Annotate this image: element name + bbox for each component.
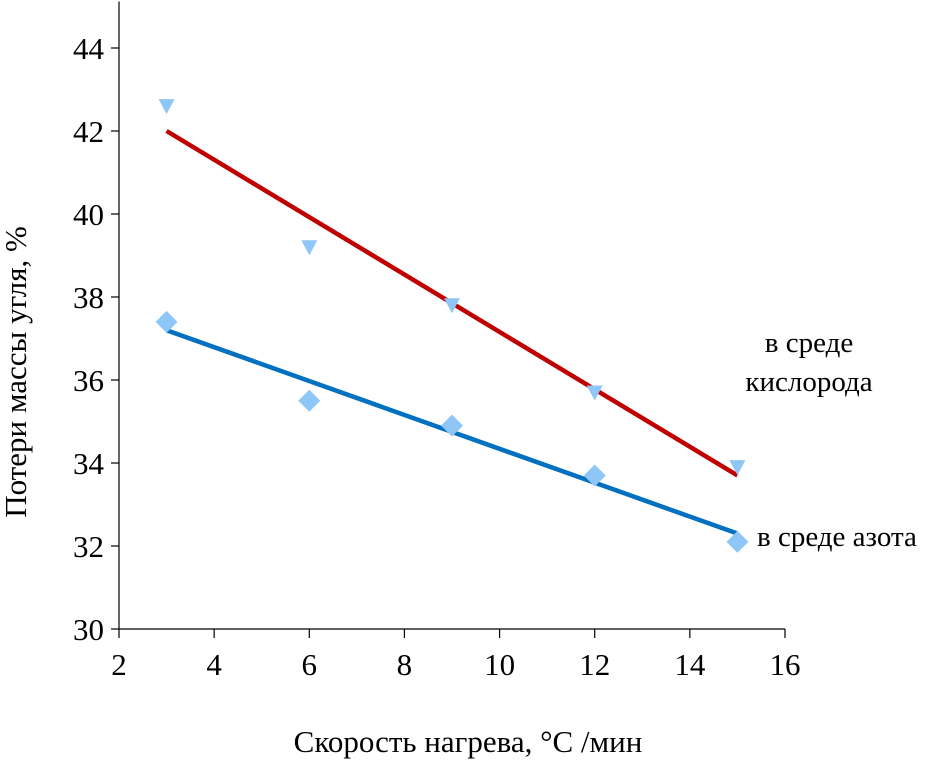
trend-lines (165, 129, 739, 536)
y-axis-title: Потери массы угля, % (0, 226, 33, 518)
data-point-triangle-down (158, 99, 175, 115)
data-point-triangle-down (729, 460, 746, 476)
annotation-oxygen-line-2: кислорода (745, 366, 872, 398)
x-axis-title: Скорость нагрева, °C /мин (294, 724, 643, 759)
y-tick-label: 38 (73, 280, 104, 315)
annotations: в среде кислорода в среде азота (745, 327, 917, 553)
data-point-diamond (441, 414, 463, 437)
y-tick-label: 40 (73, 197, 104, 232)
y-tick-label: 34 (73, 446, 105, 481)
data-point-triangle-down (301, 240, 318, 256)
x-tick-label: 2 (111, 647, 127, 682)
data-point-diamond (298, 389, 321, 412)
y-tick-label: 36 (73, 363, 104, 398)
y-tick-label: 32 (73, 529, 104, 564)
x-tick-label: 14 (674, 647, 706, 682)
x-ticks: 2 4 6 8 10 12 14 16 (111, 629, 801, 682)
y-tick-label: 44 (73, 31, 105, 66)
x-tick-label: 4 (206, 647, 222, 682)
annotation-oxygen-line-1: в среде (765, 327, 853, 359)
y-tick-label: 42 (73, 114, 104, 149)
annotation-nitrogen: в среде азота (757, 521, 917, 553)
y-ticks: 30 32 34 36 38 40 42 44 (73, 31, 119, 647)
x-tick-label: 10 (484, 647, 515, 682)
data-points (155, 99, 749, 553)
x-tick-label: 6 (302, 647, 318, 682)
data-point-triangle-down (586, 385, 603, 401)
x-tick-label: 8 (397, 647, 413, 682)
x-tick-label: 16 (770, 647, 801, 682)
y-tick-label: 30 (73, 612, 104, 647)
data-point-diamond (583, 464, 606, 487)
data-point-triangle-down (444, 298, 460, 314)
x-tick-label: 12 (579, 647, 610, 682)
data-point-diamond (726, 530, 749, 553)
axes: 30 32 34 36 38 40 42 44 2 4 6 8 10 12 14 16 (73, 1, 801, 682)
data-point-diamond (155, 310, 178, 333)
